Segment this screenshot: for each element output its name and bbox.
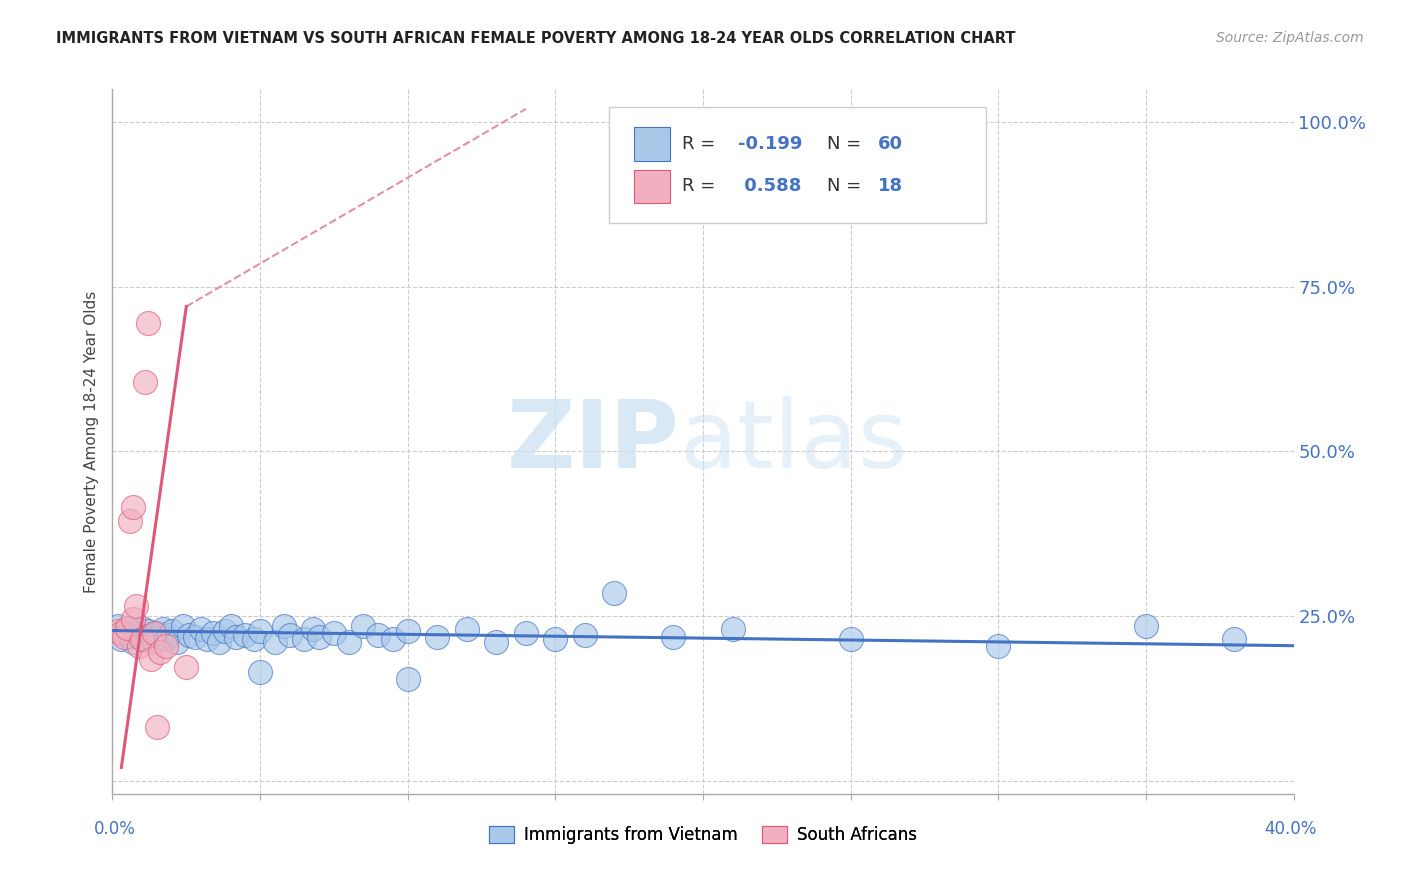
Point [396, 672, 419, 686]
Point [184, 630, 207, 644]
Point [515, 625, 537, 640]
Point [292, 632, 315, 646]
Point [396, 624, 419, 638]
Point [122, 500, 145, 515]
Point [195, 632, 218, 646]
Point [839, 632, 862, 646]
Point [128, 639, 150, 653]
Point [174, 660, 197, 674]
Point [139, 627, 162, 641]
Point [190, 622, 212, 636]
Point [120, 629, 142, 643]
Text: Source: ZipAtlas.com: Source: ZipAtlas.com [1216, 31, 1364, 45]
Text: 60: 60 [877, 136, 903, 153]
Point [146, 720, 169, 734]
Point [201, 625, 224, 640]
Text: 18: 18 [877, 178, 903, 195]
Point [155, 632, 177, 646]
Point [128, 630, 150, 644]
Text: atlas: atlas [679, 395, 908, 488]
Point [131, 621, 153, 635]
Point [323, 625, 346, 640]
Point [544, 632, 567, 646]
FancyBboxPatch shape [634, 128, 669, 161]
Point [264, 635, 287, 649]
Point [987, 639, 1010, 653]
Point [308, 630, 330, 644]
Point [110, 625, 132, 640]
Point [139, 652, 162, 666]
Point [662, 630, 685, 644]
Point [107, 619, 129, 633]
Point [122, 635, 145, 649]
Point [249, 624, 271, 638]
Point [172, 619, 194, 633]
Point [134, 376, 156, 390]
Y-axis label: Female Poverty Among 18-24 Year Olds: Female Poverty Among 18-24 Year Olds [83, 291, 98, 592]
Text: ZIP: ZIP [506, 395, 679, 488]
Point [278, 627, 301, 641]
Point [136, 624, 159, 638]
Legend: Immigrants from Vietnam, South Africans: Immigrants from Vietnam, South Africans [481, 818, 925, 853]
Point [352, 619, 374, 633]
Point [146, 625, 169, 640]
Point [214, 624, 236, 638]
Point [179, 627, 201, 641]
Point [243, 632, 266, 646]
Point [149, 630, 172, 644]
Text: 0.588: 0.588 [738, 178, 801, 195]
Point [233, 627, 256, 641]
Point [134, 632, 156, 646]
Point [337, 635, 360, 649]
Point [225, 630, 247, 644]
FancyBboxPatch shape [609, 107, 987, 223]
Point [157, 627, 180, 641]
Point [166, 635, 188, 649]
FancyBboxPatch shape [634, 169, 669, 203]
Point [112, 625, 135, 640]
Point [152, 622, 174, 636]
Point [219, 619, 242, 633]
Point [125, 599, 148, 614]
Point [382, 632, 405, 646]
Text: -0.199: -0.199 [738, 136, 803, 153]
Point [1135, 619, 1157, 633]
Point [456, 622, 478, 636]
Point [426, 630, 449, 644]
Text: N =: N = [827, 136, 868, 153]
Point [112, 630, 135, 644]
Text: 0.0%: 0.0% [94, 820, 136, 838]
Point [273, 619, 295, 633]
Point [208, 635, 231, 649]
Point [120, 514, 142, 528]
Point [117, 621, 138, 635]
Point [142, 635, 165, 649]
Text: IMMIGRANTS FROM VIETNAM VS SOUTH AFRICAN FEMALE POVERTY AMONG 18-24 YEAR OLDS CO: IMMIGRANTS FROM VIETNAM VS SOUTH AFRICAN… [56, 31, 1015, 46]
Point [136, 316, 159, 330]
Point [603, 586, 626, 600]
Point [485, 635, 508, 649]
Point [160, 624, 183, 638]
Text: 40.0%: 40.0% [1264, 820, 1317, 838]
Point [107, 624, 129, 638]
Point [155, 639, 177, 653]
Point [142, 625, 165, 640]
Point [367, 627, 389, 641]
Point [249, 665, 271, 679]
Point [149, 645, 172, 659]
Point [1223, 632, 1246, 646]
Point [131, 632, 153, 646]
Point [574, 627, 596, 641]
Point [117, 622, 138, 636]
Point [122, 612, 145, 626]
Point [125, 625, 148, 640]
Text: R =: R = [682, 178, 721, 195]
Text: R =: R = [682, 136, 721, 153]
Text: N =: N = [827, 178, 868, 195]
Point [302, 622, 325, 636]
Point [721, 622, 744, 636]
Point [110, 632, 132, 646]
